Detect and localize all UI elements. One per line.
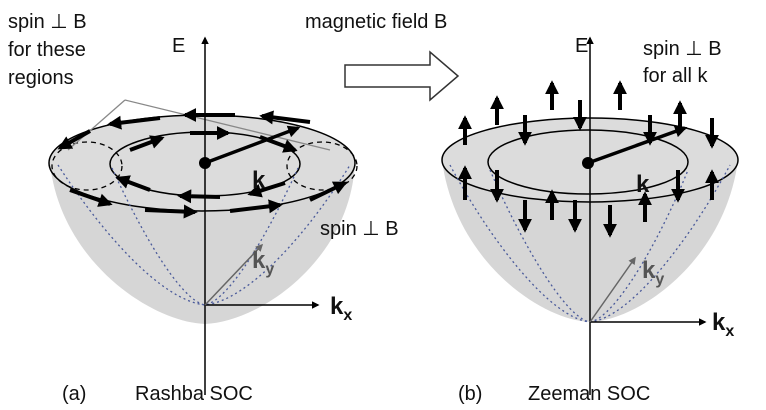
vector-label: k — [252, 167, 266, 194]
note: spin ⊥ B — [320, 218, 399, 240]
diagram: spin ⊥ B for these regions E k spin ⊥ B … — [0, 0, 766, 410]
axis-label: E — [575, 35, 588, 57]
axis-label: E — [172, 35, 185, 57]
panel-label: (b) — [458, 383, 482, 405]
note-line: for all k — [643, 65, 708, 87]
field-arrow — [345, 52, 458, 100]
panel-title: Zeeman SOC — [528, 383, 650, 405]
note-line: spin ⊥ B — [8, 11, 87, 33]
note-line: for these — [8, 39, 86, 61]
vector-label: k — [636, 171, 650, 198]
note-line: spin ⊥ B — [643, 38, 722, 60]
zeeman-cone — [442, 38, 738, 395]
panel-title: Rashba SOC — [135, 383, 253, 405]
rashba-cone — [49, 38, 357, 395]
note-line: regions — [8, 67, 74, 89]
panel-label: (a) — [62, 383, 86, 405]
axis-label: kx — [330, 293, 352, 324]
arrow-label: magnetic field B — [305, 11, 447, 33]
axis-label: kx — [712, 309, 734, 340]
